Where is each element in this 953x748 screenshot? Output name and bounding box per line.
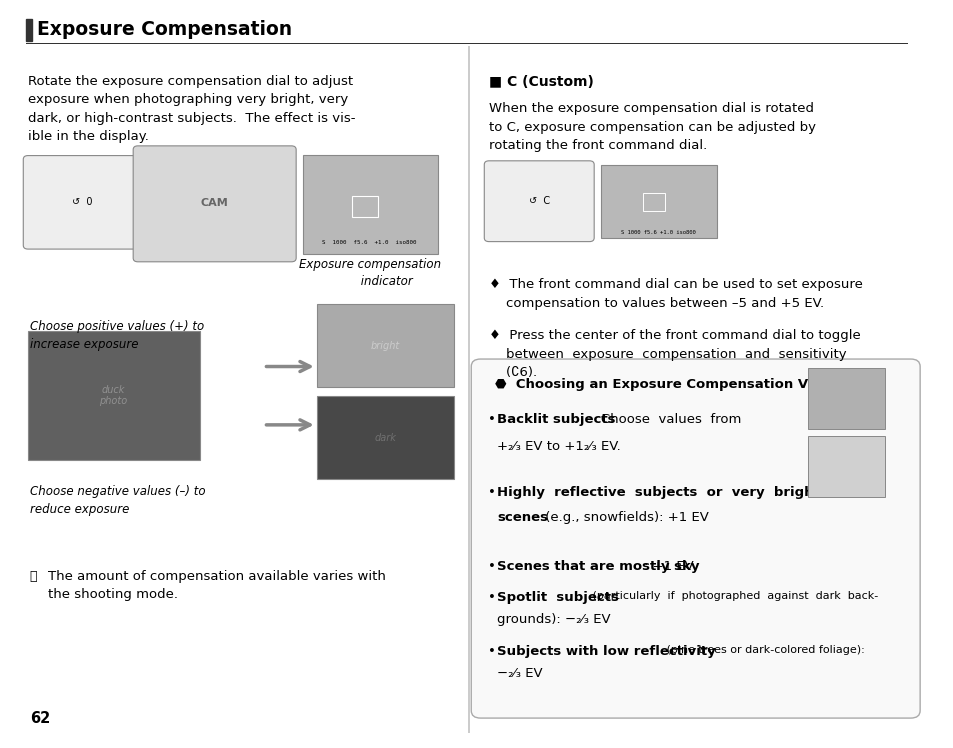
Text: (particularly  if  photographed  against  dark  back-: (particularly if photographed against da…: [588, 591, 877, 601]
Text: When the exposure compensation dial is rotated
to C, exposure compensation can b: When the exposure compensation dial is r…: [489, 102, 815, 153]
Text: +₂⁄₃ EV to +1₂⁄₃ EV.: +₂⁄₃ EV to +1₂⁄₃ EV.: [497, 440, 620, 453]
Text: Highly  reflective  subjects  or  very  bright: Highly reflective subjects or very brigh…: [497, 486, 820, 499]
Text: Spotlit  subjects: Spotlit subjects: [497, 591, 618, 604]
Text: •: •: [488, 486, 496, 499]
Text: Exposure Compensation: Exposure Compensation: [37, 20, 292, 40]
FancyBboxPatch shape: [133, 146, 295, 262]
Text: •: •: [488, 645, 496, 657]
Text: ⬣  Choosing an Exposure Compensation Value: ⬣ Choosing an Exposure Compensation Valu…: [494, 378, 838, 391]
Text: (pine trees or dark-colored foliage):: (pine trees or dark-colored foliage):: [662, 645, 864, 654]
Text: ♦  The front command dial can be used to set exposure
    compensation to values: ♦ The front command dial can be used to …: [489, 278, 862, 310]
FancyBboxPatch shape: [316, 396, 454, 479]
FancyBboxPatch shape: [23, 156, 139, 249]
FancyBboxPatch shape: [26, 43, 907, 44]
FancyBboxPatch shape: [316, 304, 454, 387]
Text: ↺  0: ↺ 0: [71, 197, 92, 207]
Text: ↺  C: ↺ C: [528, 196, 549, 206]
Text: dark: dark: [375, 432, 396, 443]
Text: 62: 62: [30, 711, 50, 726]
FancyBboxPatch shape: [484, 161, 594, 242]
Text: S 1000 f5.6 +1.0 iso800: S 1000 f5.6 +1.0 iso800: [620, 230, 695, 235]
Text: Rotate the exposure compensation dial to adjust
exposure when photographing very: Rotate the exposure compensation dial to…: [28, 75, 355, 144]
Text: (e.g., snowfields): +1 EV: (e.g., snowfields): +1 EV: [540, 511, 708, 524]
Bar: [26, 19, 31, 41]
Text: Scenes that are mostly sky: Scenes that are mostly sky: [497, 560, 700, 572]
Text: bright: bright: [371, 340, 399, 351]
FancyBboxPatch shape: [302, 155, 437, 254]
Text: Backlit subjects: Backlit subjects: [497, 413, 616, 426]
Text: •: •: [488, 413, 496, 426]
Text: −₂⁄₃ EV: −₂⁄₃ EV: [497, 667, 542, 680]
Text: The amount of compensation available varies with
the shooting mode.: The amount of compensation available var…: [49, 570, 386, 601]
Text: Choose negative values (–) to
reduce exposure: Choose negative values (–) to reduce exp…: [30, 485, 205, 515]
Text: •: •: [488, 560, 496, 572]
Text: :  Choose  values  from: : Choose values from: [587, 413, 740, 426]
Text: Choose positive values (+) to
increase exposure: Choose positive values (+) to increase e…: [30, 320, 204, 351]
Text: ⓘ: ⓘ: [30, 570, 37, 583]
FancyBboxPatch shape: [471, 359, 920, 718]
Text: : +1 EV: : +1 EV: [643, 560, 693, 572]
Bar: [352, 196, 377, 217]
Text: •: •: [488, 591, 496, 604]
Text: Subjects with low reflectivity: Subjects with low reflectivity: [497, 645, 716, 657]
Text: CAM: CAM: [200, 198, 228, 209]
FancyBboxPatch shape: [468, 46, 470, 733]
FancyBboxPatch shape: [807, 436, 883, 497]
Text: ♦  Press the center of the front command dial to toggle
    between  exposure  c: ♦ Press the center of the front command …: [489, 329, 860, 379]
Text: grounds): −₂⁄₃ EV: grounds): −₂⁄₃ EV: [497, 613, 610, 626]
FancyBboxPatch shape: [600, 165, 717, 238]
Text: ■ C (Custom): ■ C (Custom): [489, 75, 593, 89]
Text: duck
photo: duck photo: [99, 385, 128, 406]
Text: scenes: scenes: [497, 511, 548, 524]
Text: S  1000  f5.6  +1.0  iso800: S 1000 f5.6 +1.0 iso800: [322, 239, 416, 245]
FancyBboxPatch shape: [807, 368, 883, 429]
Text: Exposure compensation
         indicator: Exposure compensation indicator: [298, 258, 440, 288]
Bar: [642, 193, 664, 211]
FancyBboxPatch shape: [28, 331, 200, 460]
